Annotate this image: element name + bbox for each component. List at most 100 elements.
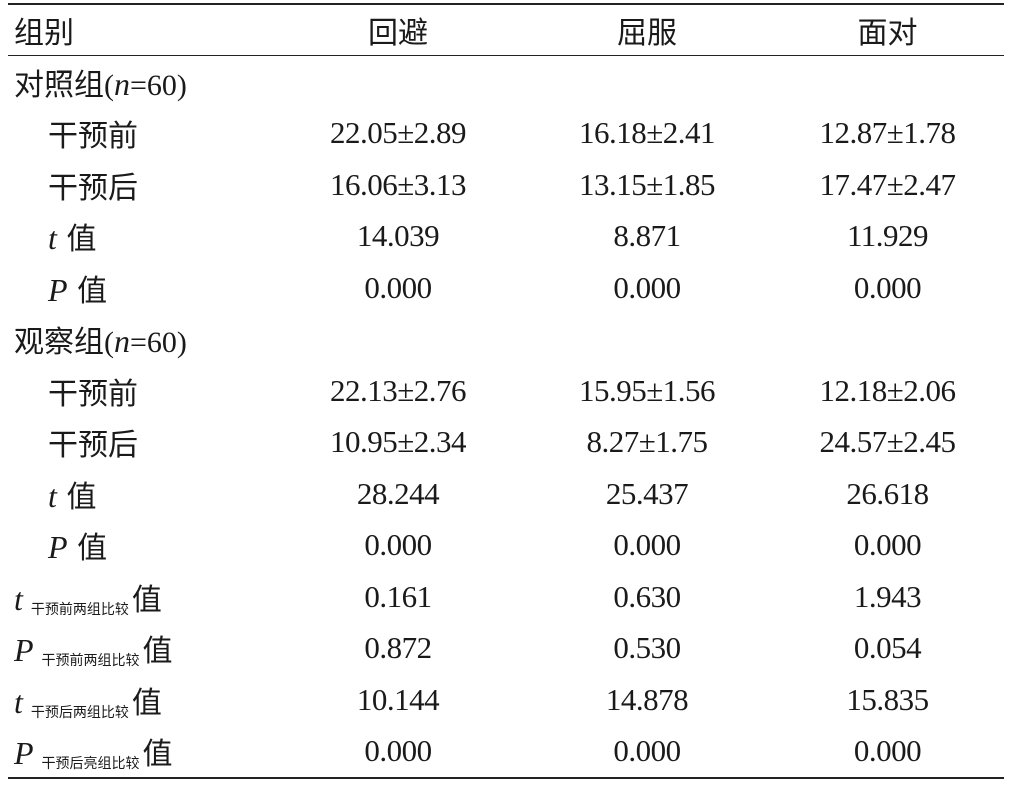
cell-avoidance: 10.95±2.34 bbox=[329, 424, 467, 460]
cell-avoidance: 0.161 bbox=[364, 578, 432, 614]
comparison-row: P 干预后亮组比较值 0.000 0.000 0.000 bbox=[8, 726, 1004, 779]
stat-symbol: t bbox=[14, 580, 23, 617]
cell-avoidance: 0.000 bbox=[364, 733, 432, 769]
stat-subscript: 干预后亮组比较 bbox=[41, 756, 140, 773]
stat-symbol: t bbox=[14, 683, 23, 720]
t-symbol: t bbox=[48, 220, 57, 257]
row-label-t: t 值 bbox=[8, 211, 273, 263]
value-suffix: 值 bbox=[131, 685, 162, 721]
value-suffix: 值 bbox=[131, 582, 162, 618]
observation-group-n-open: ( bbox=[104, 326, 114, 360]
value-suffix: 值 bbox=[77, 273, 108, 309]
table-row: 干预前 22.05±2.89 16.18±2.41 12.87±1.78 bbox=[8, 108, 1004, 160]
table-row: t 值 28.244 25.437 26.618 bbox=[8, 468, 1004, 520]
cell-avoidance: 28.244 bbox=[356, 475, 440, 511]
cell-confrontation: 24.57±2.45 bbox=[819, 424, 956, 460]
control-group-n-close: ) bbox=[176, 68, 187, 102]
value-suffix: 值 bbox=[66, 222, 97, 258]
stat-subscript: 干预后两组比较 bbox=[30, 704, 129, 721]
p-symbol: P bbox=[48, 271, 68, 308]
stat-subscript: 干预前两组比较 bbox=[41, 653, 140, 670]
results-table-container: 组别 回避 屈服 面对 对照组(n=60) 干预前 22.05±2.89 16.… bbox=[8, 3, 1004, 779]
cell-confrontation: 12.87±1.78 bbox=[819, 115, 956, 151]
cell-confrontation: 26.618 bbox=[846, 475, 929, 511]
cell-submission: 8.27±1.75 bbox=[586, 424, 708, 460]
cell-confrontation: 0.000 bbox=[853, 527, 922, 563]
cell-submission: 0.000 bbox=[613, 269, 681, 305]
cell-submission: 0.530 bbox=[613, 630, 681, 666]
cell-avoidance: 10.144 bbox=[356, 681, 440, 717]
cell-confrontation: 12.18±2.06 bbox=[819, 372, 956, 408]
cell-avoidance: 22.05±2.89 bbox=[329, 115, 467, 151]
comparison-row: P 干预前两组比较值 0.872 0.530 0.054 bbox=[8, 623, 1004, 675]
control-group-label: 对照组(n=60) bbox=[8, 56, 1004, 108]
cell-submission: 16.18±2.41 bbox=[578, 115, 716, 151]
control-group-n-var: n bbox=[114, 65, 130, 102]
header-group: 组别 bbox=[14, 16, 74, 51]
stat-symbol: P bbox=[14, 735, 34, 772]
row-label-t: t 值 bbox=[8, 468, 273, 520]
row-label: 干预后 bbox=[48, 170, 138, 206]
header-submission: 屈服 bbox=[617, 16, 677, 51]
table-row: t 值 14.039 8.871 11.929 bbox=[8, 211, 1004, 263]
table-row: 干预后 10.95±2.34 8.27±1.75 24.57±2.45 bbox=[8, 417, 1004, 469]
observation-group-n-close: ) bbox=[176, 326, 187, 360]
comparison-label: t 干预后两组比较值 bbox=[8, 674, 273, 726]
observation-group-n-var: n bbox=[114, 323, 130, 360]
comparison-label: P 干预前两组比较值 bbox=[8, 623, 273, 675]
observation-group-heading-row: 观察组(n=60) bbox=[8, 314, 1004, 366]
row-label: 干预前 bbox=[48, 376, 138, 412]
cell-avoidance: 0.000 bbox=[364, 527, 432, 563]
control-group-name: 对照组 bbox=[14, 67, 104, 103]
row-label-p: P 值 bbox=[8, 262, 273, 314]
cell-submission: 0.000 bbox=[613, 733, 681, 769]
t-symbol: t bbox=[48, 477, 57, 514]
header-confrontation: 面对 bbox=[857, 16, 918, 51]
cell-confrontation: 0.000 bbox=[853, 733, 922, 769]
control-group-n-eq: =60 bbox=[130, 68, 177, 102]
cell-submission: 8.871 bbox=[613, 218, 681, 254]
cell-submission: 0.630 bbox=[613, 578, 681, 614]
observation-group-label: 观察组(n=60) bbox=[8, 314, 1004, 366]
cell-confrontation: 0.054 bbox=[853, 630, 922, 666]
cell-confrontation: 0.000 bbox=[853, 269, 922, 305]
comparison-row: t 干预后两组比较值 10.144 14.878 15.835 bbox=[8, 674, 1004, 726]
value-suffix: 值 bbox=[142, 737, 173, 773]
cell-avoidance: 14.039 bbox=[356, 218, 440, 254]
table-row: P 值 0.000 0.000 0.000 bbox=[8, 262, 1004, 314]
observation-group-n-eq: =60 bbox=[130, 326, 177, 360]
cell-confrontation: 1.943 bbox=[853, 578, 922, 614]
control-group-n-open: ( bbox=[104, 68, 114, 102]
table-header-row: 组别 回避 屈服 面对 bbox=[8, 4, 1004, 56]
value-suffix: 值 bbox=[77, 531, 108, 567]
cell-avoidance: 16.06±3.13 bbox=[329, 166, 467, 202]
stat-subscript: 干预前两组比较 bbox=[30, 601, 129, 618]
observation-group-name: 观察组 bbox=[14, 325, 104, 361]
cell-avoidance: 0.872 bbox=[364, 630, 432, 666]
value-suffix: 值 bbox=[66, 479, 97, 515]
cell-confrontation: 17.47±2.47 bbox=[819, 166, 956, 202]
coping-style-comparison-table: 组别 回避 屈服 面对 对照组(n=60) 干预前 22.05±2.89 16.… bbox=[8, 3, 1004, 779]
header-avoidance: 回避 bbox=[368, 16, 428, 51]
cell-submission: 25.437 bbox=[605, 475, 689, 511]
comparison-label: P 干预后亮组比较值 bbox=[8, 726, 273, 779]
table-row: 干预前 22.13±2.76 15.95±1.56 12.18±2.06 bbox=[8, 365, 1004, 417]
cell-avoidance: 0.000 bbox=[364, 269, 432, 305]
row-label: 干预前 bbox=[48, 119, 138, 155]
comparison-label: t 干预前两组比较值 bbox=[8, 571, 273, 623]
p-symbol: P bbox=[48, 529, 68, 566]
table-row: 干预后 16.06±3.13 13.15±1.85 17.47±2.47 bbox=[8, 159, 1004, 211]
cell-submission: 14.878 bbox=[605, 681, 689, 717]
comparison-row: t 干预前两组比较值 0.161 0.630 1.943 bbox=[8, 571, 1004, 623]
value-suffix: 值 bbox=[142, 634, 173, 670]
row-label-p: P 值 bbox=[8, 520, 273, 572]
cell-confrontation: 11.929 bbox=[846, 218, 929, 254]
row-label: 干预后 bbox=[48, 428, 138, 464]
cell-submission: 0.000 bbox=[613, 527, 681, 563]
control-group-heading-row: 对照组(n=60) bbox=[8, 56, 1004, 108]
cell-confrontation: 15.835 bbox=[846, 681, 929, 717]
cell-avoidance: 22.13±2.76 bbox=[329, 372, 467, 408]
table-row: P 值 0.000 0.000 0.000 bbox=[8, 520, 1004, 572]
cell-submission: 15.95±1.56 bbox=[578, 372, 716, 408]
cell-submission: 13.15±1.85 bbox=[578, 166, 716, 202]
